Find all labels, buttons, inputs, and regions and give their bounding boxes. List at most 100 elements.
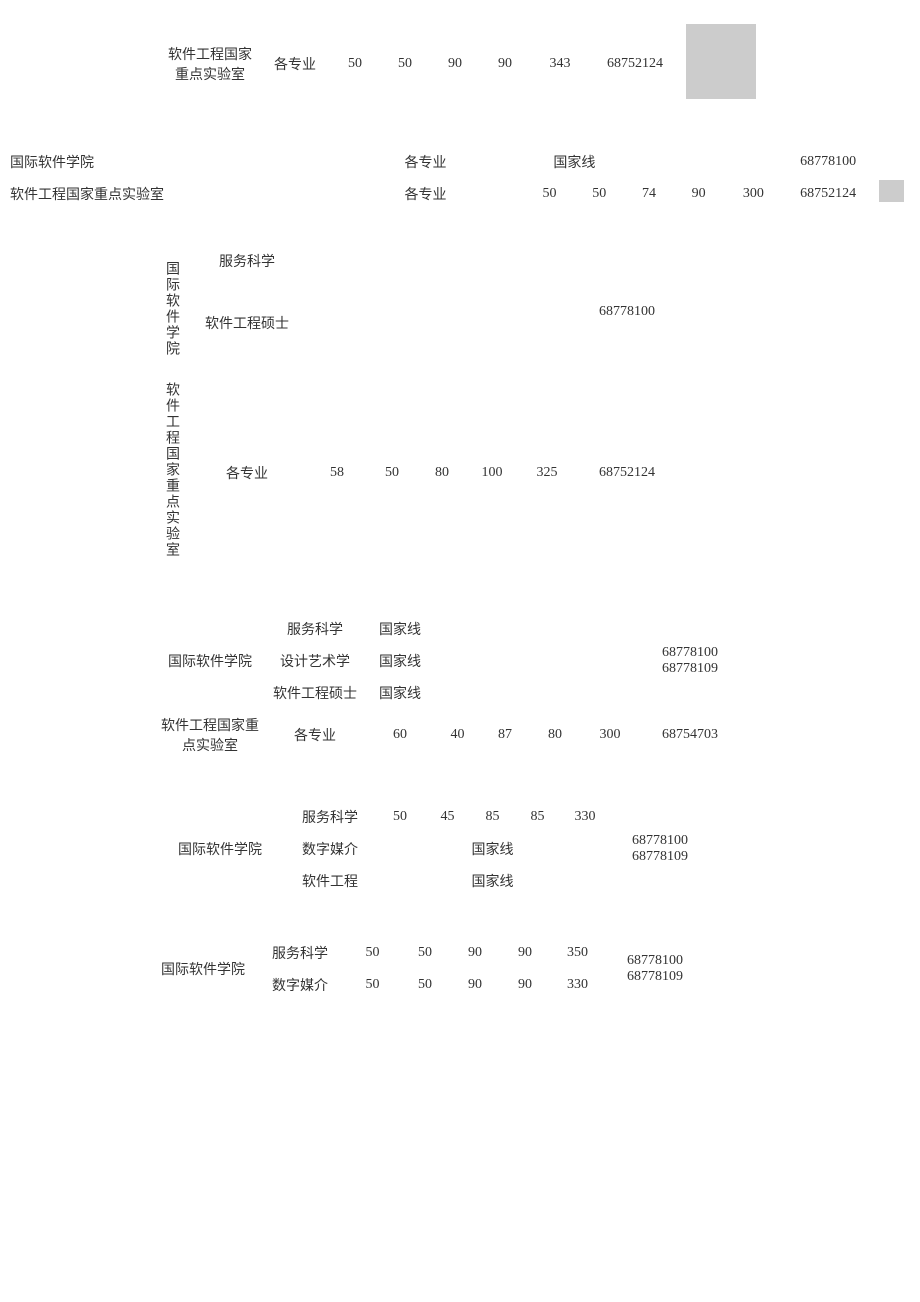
- dept-cell: 软件工程国家重点实验室: [155, 372, 187, 573]
- c4-cell: 90: [674, 176, 724, 211]
- c3-cell: 85: [470, 801, 515, 833]
- note-cell: 国家线: [365, 613, 435, 645]
- c3-cell: 90: [450, 969, 500, 1001]
- c1-cell: 50: [345, 969, 400, 1001]
- table-row: 国际软件学院 服务科学 国家线 68778100 68778109: [10, 613, 910, 645]
- c5-cell: 325: [517, 372, 577, 573]
- major-cell: 软件工程硕士: [187, 303, 307, 372]
- c2-cell: 50: [367, 372, 417, 573]
- table-row: 国际软件学院 各专业 国家线 68778100: [10, 148, 910, 176]
- phone-line: 68778100: [646, 645, 734, 661]
- phone-line: 68778100: [611, 953, 699, 969]
- table2: 国际软件学院 各专业 国家线 68778100 软件工程国家重点实验室 各专业 …: [10, 148, 910, 211]
- c2-cell: 40: [435, 709, 480, 761]
- c2-cell: 50: [574, 176, 624, 211]
- c5-cell: 330: [550, 969, 605, 1001]
- major-cell: 各专业: [187, 372, 307, 573]
- note-cell: 国家线: [365, 677, 435, 709]
- c4-cell: 80: [530, 709, 580, 761]
- c5-cell: 343: [530, 20, 590, 108]
- c1-cell: 50: [345, 937, 400, 969]
- dept-cell: 国际软件学院: [155, 251, 187, 372]
- table1-block: 软件工程国家重点实验室 各专业 50 50 90 90 343 68752124: [10, 20, 910, 108]
- major-cell: 服务科学: [285, 801, 375, 833]
- table-row: 国际软件学院 服务科学 50 50 90 90 350 68778100 687…: [10, 937, 910, 969]
- major-cell: 各专业: [386, 148, 465, 176]
- c2-cell: 45: [425, 801, 470, 833]
- table2-block: 国际软件学院 各专业 国家线 68778100 软件工程国家重点实验室 各专业 …: [10, 148, 910, 211]
- phone-line: 68778109: [646, 661, 734, 677]
- major-cell: 设计艺术学: [265, 645, 365, 677]
- c3-cell: 74: [624, 176, 674, 211]
- c3-cell: 90: [450, 937, 500, 969]
- c5-cell: 330: [560, 801, 610, 833]
- note-cell: 国家线: [525, 148, 624, 176]
- phone-cell: 68752124: [783, 176, 873, 211]
- major-cell: 数字媒介: [285, 833, 375, 865]
- table-row: 国际软件学院 服务科学 50 45 85 85 330 68778100 687…: [10, 801, 910, 833]
- dept-cell: 国际软件学院: [155, 801, 285, 897]
- phone-cell: 68778100 68778109: [605, 937, 705, 1001]
- c4-cell: 85: [515, 801, 560, 833]
- table-row: 软件工程国家重点实验室 各专业 60 40 87 80 300 68754703: [10, 709, 910, 761]
- phone-cell: 68752124: [577, 372, 677, 573]
- phone-cell: 68778100 68778109: [640, 613, 740, 709]
- gray-cell: [680, 20, 762, 108]
- major-cell: 软件工程硕士: [265, 677, 365, 709]
- table-row: 软件工程国家重点实验室 各专业 50 50 90 90 343 68752124: [10, 20, 910, 108]
- c2-cell: 50: [400, 937, 450, 969]
- table5: 国际软件学院 服务科学 50 45 85 85 330 68778100 687…: [10, 801, 910, 897]
- c4-cell: 100: [467, 372, 517, 573]
- table3-block: 国际软件学院 服务科学 68778100 软件工程硕士 软件工程国家重点实验室 …: [10, 251, 910, 573]
- phone-cell: 68778100 68778109: [610, 801, 710, 897]
- note-cell: 国家线: [425, 833, 560, 865]
- phone-line: 68778100: [616, 833, 704, 849]
- total-cell: 300: [724, 176, 784, 211]
- c5-cell: 300: [580, 709, 640, 761]
- dept-cell: 软件工程国家重点实验室: [160, 20, 260, 108]
- dept-cell: 软件工程国家重点实验室: [155, 709, 265, 761]
- major-cell: 软件工程: [285, 865, 375, 897]
- phone-cell: 68752124: [590, 20, 680, 108]
- phone-cell: 68778100: [783, 148, 873, 176]
- c4-cell: 90: [500, 937, 550, 969]
- table4-block: 国际软件学院 服务科学 国家线 68778100 68778109 设计艺术学 …: [10, 613, 910, 761]
- major-cell: 服务科学: [255, 937, 345, 969]
- phone-cell: 68754703: [640, 709, 740, 761]
- c5-cell: 350: [550, 937, 605, 969]
- c2-cell: 50: [400, 969, 450, 1001]
- c2-cell: 50: [380, 20, 430, 108]
- c4-cell: 90: [500, 969, 550, 1001]
- c1-cell: 50: [375, 801, 425, 833]
- c1-cell: 50: [525, 176, 575, 211]
- table4: 国际软件学院 服务科学 国家线 68778100 68778109 设计艺术学 …: [10, 613, 910, 761]
- table-row: 国际软件学院 服务科学 68778100: [10, 251, 910, 303]
- c3-cell: 87: [480, 709, 530, 761]
- note-cell: 国家线: [425, 865, 560, 897]
- major-cell: 各专业: [386, 176, 465, 211]
- phone-line: 68778109: [611, 969, 699, 985]
- major-cell: 各专业: [260, 20, 330, 108]
- major-cell: 服务科学: [187, 251, 307, 303]
- dept-cell: 软件工程国家重点实验室: [10, 176, 386, 211]
- table6: 国际软件学院 服务科学 50 50 90 90 350 68778100 687…: [10, 937, 910, 1001]
- dept-cell: 国际软件学院: [10, 148, 386, 176]
- c1-cell: 60: [365, 709, 435, 761]
- note-cell: 国家线: [365, 645, 435, 677]
- dept-cell: 国际软件学院: [155, 937, 255, 1001]
- c1-cell: 50: [330, 20, 380, 108]
- c1-cell: 58: [307, 372, 367, 573]
- major-cell: 数字媒介: [255, 969, 345, 1001]
- phone-line: 68778109: [616, 849, 704, 865]
- dept-cell: 国际软件学院: [155, 613, 265, 709]
- major-cell: 各专业: [265, 709, 365, 761]
- table-row: 软件工程国家重点实验室 各专业 50 50 74 90 300 68752124: [10, 176, 910, 211]
- phone-cell: 68778100: [577, 251, 677, 372]
- c3-cell: 90: [430, 20, 480, 108]
- table5-block: 国际软件学院 服务科学 50 45 85 85 330 68778100 687…: [10, 801, 910, 897]
- table1: 软件工程国家重点实验室 各专业 50 50 90 90 343 68752124: [10, 20, 910, 108]
- c3-cell: 80: [417, 372, 467, 573]
- table-row: 软件工程国家重点实验室 各专业 58 50 80 100 325 6875212…: [10, 372, 910, 573]
- major-cell: 服务科学: [265, 613, 365, 645]
- table3: 国际软件学院 服务科学 68778100 软件工程硕士 软件工程国家重点实验室 …: [10, 251, 910, 573]
